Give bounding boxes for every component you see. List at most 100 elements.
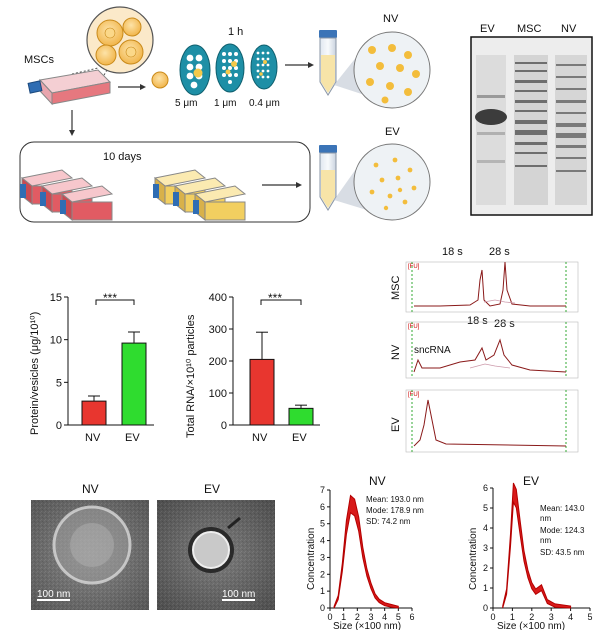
yellow-flask-stack: [153, 169, 247, 222]
x-tick-label: 1: [341, 612, 346, 622]
y-tick-label: 0: [221, 420, 227, 432]
gel-lane-msc: MSC: [517, 23, 542, 35]
y-tick-label: 1: [320, 586, 325, 596]
cell: [151, 71, 169, 89]
panel-label-msc: MSC: [390, 276, 402, 301]
nv-zoom-circle: [353, 31, 431, 109]
nta-ev-chart: EV 0 1 2 3 4 5 0 1 2 3 4 5 6 Mean: 143.0 nm Mode: 12…: [468, 474, 593, 630]
ev-zoom-circle: [353, 143, 431, 221]
gel-lane-nv: NV: [561, 23, 577, 35]
panel-label-ev: EV: [390, 417, 402, 432]
time-label: 1 h: [228, 26, 243, 38]
protein-gel: EV MSC NV: [470, 23, 593, 216]
nv-sd: SD: 74.2 nm: [366, 517, 411, 526]
nta-ev-title: EV: [523, 474, 539, 488]
albumin-band: [475, 109, 507, 125]
schematic: MSCs 1 h: [19, 6, 431, 223]
filter-label-5um: 5 μm: [175, 98, 197, 109]
x-tick-label: 4: [382, 612, 387, 622]
significance-stars: ***: [268, 291, 282, 305]
ev-mean: Mean: 143.0: [540, 504, 585, 513]
y-tick-label: 3: [483, 543, 488, 553]
y-tick-label: 1: [483, 583, 488, 593]
filter-5um: [179, 44, 211, 96]
bioanalyzer-traces: 18 s 28 s [FU] MSC 18 s 28 s [FU] sncRNA…: [390, 246, 579, 453]
x-tick-label: 1: [510, 612, 515, 622]
y-tick-label: 10: [50, 335, 62, 347]
y-tick-label: 5: [56, 377, 62, 389]
cell: [122, 17, 142, 37]
y-tick-label: 3: [320, 552, 325, 562]
x-tick-label: 2: [355, 612, 360, 622]
ev-trace: [413, 399, 567, 447]
y-tick-label: 2: [483, 563, 488, 573]
peak-18s: 18 s: [442, 246, 463, 258]
y-axis-label: Concentration: [306, 528, 317, 590]
scale-bar-label: 100 nm: [37, 589, 70, 600]
x-tick-label: 4: [568, 612, 573, 622]
y-tick-label: 2: [320, 569, 325, 579]
peak-28s-nv: 28 s: [494, 318, 515, 330]
x-tick-label: 0: [490, 612, 495, 622]
y-tick-label: 5: [320, 519, 325, 529]
y-tick-label: 4: [483, 523, 488, 533]
y-tick-label: 200: [209, 356, 227, 368]
culture-label: 10 days: [103, 151, 142, 163]
y-tick-label: 0: [320, 603, 325, 613]
nv-tube: [319, 30, 337, 96]
x-tick-label: 5: [587, 612, 592, 622]
flask: [27, 69, 112, 106]
peak-18s-nv: 18 s: [467, 315, 488, 327]
panel-label-nv: NV: [390, 344, 402, 360]
fu-label: [FU]: [408, 392, 420, 398]
ev-size-distribution: [502, 482, 572, 609]
bar-ev: [121, 342, 147, 426]
tem-ev-title: EV: [204, 482, 220, 496]
x-axis-label: Size (×100 nm): [497, 621, 565, 630]
y-tick-label: 0: [483, 603, 488, 613]
x-tick-label: 5: [396, 612, 401, 622]
nv-trace: [413, 338, 567, 373]
nv-mean: Mean: 193.0 nm: [366, 495, 424, 504]
y-tick-label: 300: [209, 324, 227, 336]
ev-mode-unit: nm: [540, 536, 551, 545]
filter-04um: [250, 44, 278, 90]
filter-label-04um: 0.4 μm: [249, 98, 280, 109]
y-tick-label: 15: [50, 292, 62, 304]
y-tick-label: 6: [320, 502, 325, 512]
scale-bar-label: 100 nm: [222, 589, 255, 600]
bioanalyzer-panel-nv: 18 s 28 s [FU] sncRNA NV: [390, 315, 579, 379]
peak-28s: 28 s: [489, 246, 510, 258]
ev-mean-unit: nm: [540, 514, 551, 523]
tem-nv-title: NV: [82, 482, 99, 496]
nv-label: NV: [383, 13, 399, 25]
msc-trace: [414, 261, 566, 307]
y-axis-label: Concentration: [468, 528, 479, 590]
fu-label: [FU]: [408, 264, 420, 270]
y-axis-label: Total RNA/×10¹⁰ particles: [185, 314, 197, 438]
gel-lane-ev: EV: [480, 23, 495, 35]
bar-nv: [249, 358, 275, 426]
x-tick-nv: NV: [85, 432, 101, 444]
x-axis-label: Size (×100 nm): [333, 621, 401, 630]
y-tick-label: 7: [320, 485, 325, 495]
nv-mode: Mode: 178.9 nm: [366, 506, 424, 515]
x-tick-nv: NV: [252, 432, 268, 444]
filter-1um: [215, 43, 245, 93]
y-axis-label: Protein/vesicles (μg/10¹⁰): [29, 312, 41, 435]
significance-stars: ***: [103, 291, 117, 305]
bioanalyzer-panel-msc: 18 s 28 s [FU] MSC: [390, 246, 579, 313]
tem-ev: EV 100 nm: [157, 482, 275, 610]
filter-label-1um: 1 μm: [214, 98, 236, 109]
x-tick-label: 0: [327, 612, 332, 622]
x-tick-label: 6: [409, 612, 414, 622]
fu-label: [FU]: [408, 324, 420, 330]
smallrna-label: sncRNA: [414, 345, 451, 356]
bioanalyzer-panel-ev: [FU] EV: [390, 389, 579, 453]
ev-label: EV: [385, 126, 400, 138]
tem-nv: NV 100 nm: [31, 482, 149, 610]
y-tick-label: 0: [56, 420, 62, 432]
